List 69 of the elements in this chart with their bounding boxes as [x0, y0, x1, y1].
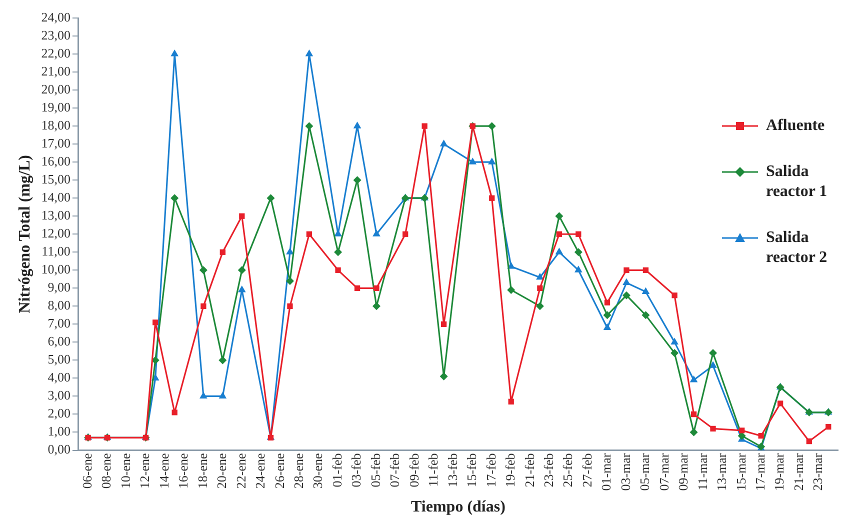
x-tick-label: 14-ene: [156, 453, 172, 489]
x-tick-label: 05-mar: [637, 452, 652, 491]
y-tick-label: 13,00: [41, 208, 70, 223]
x-tick-label: 12-ene: [137, 453, 152, 489]
y-tick-label: 4,00: [48, 370, 70, 385]
x-tick-label: 13-mar: [714, 452, 730, 491]
x-tick-label: 10-ene: [118, 453, 133, 489]
x-tick-label: 08-ene: [98, 453, 114, 489]
y-tick-label: 24,00: [41, 9, 70, 24]
y-tick-label: 22,00: [41, 45, 70, 60]
x-tick-label: 07-mar: [656, 452, 672, 491]
y-tick-label: 11,00: [42, 244, 70, 259]
x-tick-label: 15-feb: [464, 453, 480, 488]
x-tick-label: 22-ene: [233, 453, 248, 489]
x-tick-label: 27-feb: [579, 453, 594, 488]
x-tick-label: 21-mar: [790, 452, 806, 491]
x-tick-label: 01-mar: [598, 452, 614, 491]
x-tick-label: 07-feb: [387, 453, 402, 488]
x-tick-label: 20-ene: [214, 453, 230, 489]
x-tick-label: 23-mar: [810, 452, 826, 491]
legend-label: Salida reactor 1: [766, 162, 828, 202]
x-tick-label: 19-feb: [502, 453, 518, 488]
y-tick-label: 7,00: [48, 316, 70, 331]
y-tick-label: 6,00: [48, 334, 70, 349]
x-tick-label: 28-ene: [291, 453, 306, 489]
x-tick-label: 03-mar: [618, 452, 633, 491]
x-tick-label: 13-feb: [444, 453, 460, 488]
y-tick-label: 17,00: [41, 136, 70, 150]
y-tick-label: 14,00: [41, 190, 70, 205]
y-tick-label: 18,00: [41, 117, 70, 132]
x-tick-label: 25-feb: [560, 453, 576, 488]
y-tick-label: 23,00: [41, 27, 70, 42]
y-tick-label: 1,00: [48, 424, 70, 439]
x-tick-label: 19-mar: [772, 452, 787, 491]
x-tick-label: 17-feb: [483, 453, 498, 488]
x-tick-label: 18-ene: [194, 453, 210, 489]
y-tick-label: 10,00: [41, 262, 70, 277]
x-tick-label: 05-feb: [368, 453, 383, 488]
x-tick-label: 23-feb: [540, 453, 556, 488]
x-tick-label: 26-ene: [272, 453, 287, 489]
legend-label: Salida reactor 2: [766, 228, 828, 268]
y-tick-label: 15,00: [41, 172, 70, 187]
x-tick-label: 01-feb: [329, 453, 344, 488]
y-tick-label: 16,00: [41, 154, 70, 169]
x-tick-label: 15-mar: [733, 452, 748, 491]
x-tick-label: 16-ene: [176, 453, 191, 489]
x-tick-label: 03-feb: [348, 453, 364, 488]
y-tick-label: 3,00: [48, 388, 70, 403]
x-tick-label: 30-ene: [310, 453, 326, 489]
y-tick-label: 12,00: [41, 226, 70, 241]
x-tick-label: 09-feb: [406, 453, 422, 488]
x-tick-label: 09-mar: [676, 452, 691, 491]
x-tick-label: 17-mar: [752, 452, 768, 491]
x-tick-label: 24-ene: [252, 453, 268, 489]
x-tick-label: 11-feb: [426, 453, 441, 487]
y-tick-label: 2,00: [48, 406, 70, 421]
x-axis-title: Tiempo (días): [411, 498, 506, 516]
y-tick-label: 9,00: [48, 280, 70, 295]
y-tick-label: 21,00: [41, 63, 70, 78]
y-tick-label: 0,00: [48, 442, 70, 457]
y-tick-label: 8,00: [48, 298, 70, 313]
y-tick-label: 19,00: [41, 99, 70, 114]
legend-label: Afluente: [766, 116, 826, 136]
x-tick-label: 11-mar: [694, 452, 710, 490]
y-tick-label: 20,00: [41, 81, 70, 96]
y-axis-title: Nitrógeno Total (mg/L): [16, 155, 34, 314]
y-tick-label: 5,00: [48, 352, 70, 367]
x-tick-label: 21-feb: [522, 453, 537, 488]
x-tick-label: 06-ene: [79, 453, 94, 489]
